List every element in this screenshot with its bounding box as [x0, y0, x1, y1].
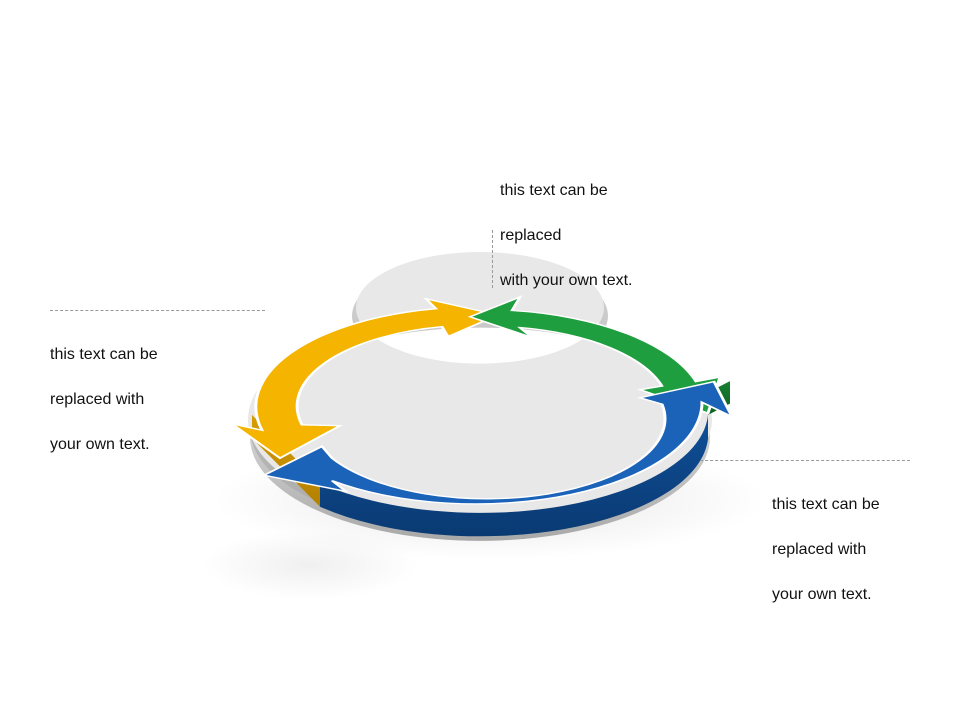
label-left-line3: your own text. [50, 436, 150, 453]
label-left-line1: this text can be [50, 346, 158, 363]
label-right-line3: your own text. [772, 586, 872, 603]
label-top-line2: replaced [500, 227, 561, 244]
leader-left [50, 310, 265, 311]
label-right-line2: replaced with [772, 541, 866, 558]
label-top-line1: this text can be [500, 182, 608, 199]
label-right: this text can be replaced with your own … [772, 472, 880, 606]
label-left: this text can be replaced with your own … [50, 322, 158, 456]
leader-top [492, 230, 493, 288]
label-top: this text can be replaced with your own … [500, 158, 633, 292]
diagram-stage: this text can be replaced with your own … [0, 0, 960, 720]
label-top-line3: with your own text. [500, 272, 633, 289]
ring-shadow-small [200, 530, 420, 600]
cycle-ring [220, 288, 740, 522]
leader-right [700, 460, 910, 461]
label-right-line1: this text can be [772, 496, 880, 513]
label-left-line2: replaced with [50, 391, 144, 408]
